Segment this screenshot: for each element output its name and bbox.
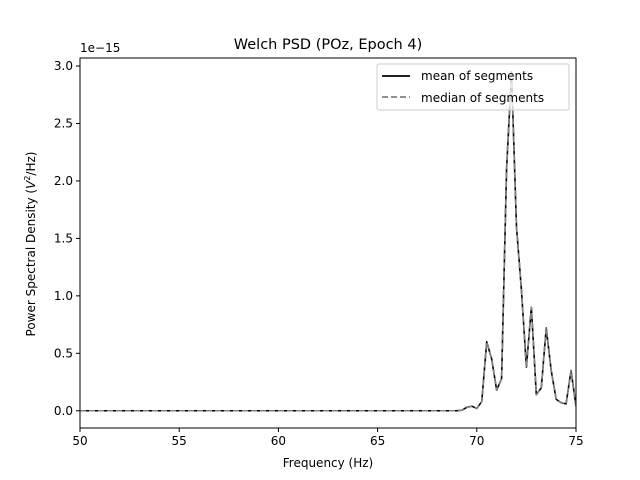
x-tick-label: 65	[370, 434, 385, 448]
y-tick-label: 0.5	[54, 346, 73, 360]
y-axis-label-suffix: /Hz)	[24, 152, 38, 176]
x-tick-label: 55	[172, 434, 187, 448]
y-tick-label: 2.0	[54, 174, 73, 188]
axes-frame	[79, 57, 577, 429]
legend-label-mean: mean of segments	[421, 69, 533, 83]
y-axis-label: Power Spectral Density (V2/Hz)	[23, 152, 38, 337]
x-tick-label: 75	[568, 434, 583, 448]
x-axis-label: Frequency (Hz)	[283, 456, 374, 470]
x-tick-label: 60	[271, 434, 286, 448]
y-tick-label: 2.5	[54, 116, 73, 130]
x-tick-label: 70	[469, 434, 484, 448]
x-tick-label: 50	[72, 434, 87, 448]
y-tick-label: 1.5	[54, 231, 73, 245]
legend-label-median: median of segments	[421, 91, 544, 105]
legend: mean of segments median of segments	[376, 63, 570, 111]
y-tick-label: 1.0	[54, 289, 73, 303]
y-axis-label-var: V	[24, 180, 38, 189]
y-tick-label: 0.0	[54, 404, 73, 418]
plot-area: 50 55 60 65 70 75 0.0 0.5 1.0 1.5 2.0 2.5 3.0	[54, 57, 584, 448]
y-axis-label-sup: 2	[23, 176, 32, 181]
y-offset-text: 1e−15	[80, 41, 120, 55]
y-tick-label: 3.0	[54, 59, 73, 73]
chart-title: Welch PSD (POz, Epoch 4)	[234, 37, 422, 53]
y-axis-label-prefix: Power Spectral Density (	[24, 189, 38, 337]
legend-box	[376, 63, 570, 111]
series-line-median	[80, 70, 576, 412]
series-lines	[80, 70, 576, 412]
